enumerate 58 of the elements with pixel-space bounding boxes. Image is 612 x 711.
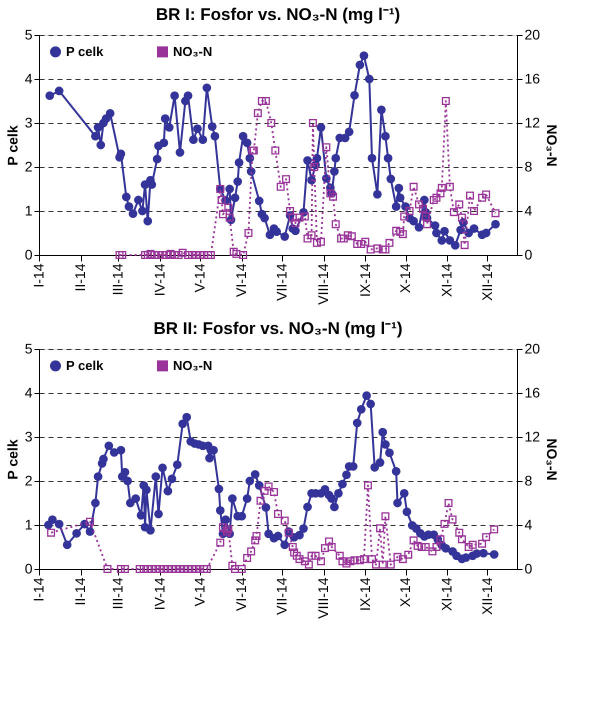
x-tick-label: III-14 [110,263,126,296]
y2-tick-label: 8 [524,158,532,174]
x-tick-label: III-14 [110,577,126,610]
x-tick-label: I-14 [30,577,46,602]
y-tick-label: 3 [24,428,33,444]
y2-tick-label: 12 [524,428,540,444]
y-tick-label: 2 [24,158,33,174]
y2-axis-title: NO₃-N [544,124,560,167]
x-tick-label: X-14 [397,577,414,608]
x-tick-label: VII-14 [274,577,290,615]
y2-tick-label: 20 [524,340,540,356]
chart-title: BR I: Fosfor vs. NO₃-N (mg l⁻¹) [156,5,400,24]
y-tick-label: 5 [24,26,33,42]
x-tick-label: IX-14 [356,577,373,611]
x-tick-label: XI-14 [438,263,455,297]
x-tick-label: II-14 [72,577,88,606]
x-tick-label: VII-14 [274,263,290,301]
legend-label: NO₃-N [173,358,212,373]
legend-label: P celk [66,44,104,59]
y-tick-label: 2 [24,472,33,488]
y2-tick-label: 4 [524,202,532,218]
y2-tick-label: 12 [524,114,540,130]
y-axis-title: P celk [4,125,21,166]
y2-tick-label: 4 [524,516,532,532]
legend-label: P celk [66,358,104,373]
x-tick-label: XII-14 [478,263,495,301]
x-tick-label: IV-14 [151,577,168,610]
chart-title: BR II: Fosfor vs. NO₃-N (mg l⁻¹) [153,319,403,338]
legend-label: NO₃-N [173,44,212,59]
x-tick-label: X-14 [397,263,414,294]
x-tick-label: IV-14 [151,263,168,296]
y-tick-label: 3 [24,114,33,130]
y2-axis-title: NO₃-N [544,438,560,481]
x-tick-label: II-14 [72,263,88,292]
x-tick-label: IX-14 [356,263,373,297]
y2-tick-label: 16 [524,384,540,400]
y2-tick-label: 20 [524,26,540,42]
x-tick-label: XI-14 [438,577,455,611]
y-tick-label: 4 [24,384,33,400]
x-tick-label: I-14 [30,263,46,288]
x-tick-label: V-14 [192,263,208,292]
y2-tick-label: 16 [524,70,540,86]
x-tick-label: VI-14 [233,263,250,297]
y-tick-label: 1 [24,202,33,218]
x-tick-label: V-14 [192,577,208,606]
y2-tick-label: 8 [524,472,532,488]
y-axis-title: P celk [4,439,21,480]
x-tick-label: VIII-14 [315,263,332,305]
y-tick-label: 0 [24,560,33,576]
x-tick-label: VIII-14 [315,577,332,619]
y-tick-label: 1 [24,516,33,532]
y2-tick-label: 0 [524,246,532,262]
x-tick-label: XII-14 [478,577,495,615]
x-tick-label: VI-14 [233,577,250,611]
y-tick-label: 0 [24,246,33,262]
y-tick-label: 4 [24,70,33,86]
y-tick-label: 5 [24,340,33,356]
y2-tick-label: 0 [524,560,532,576]
